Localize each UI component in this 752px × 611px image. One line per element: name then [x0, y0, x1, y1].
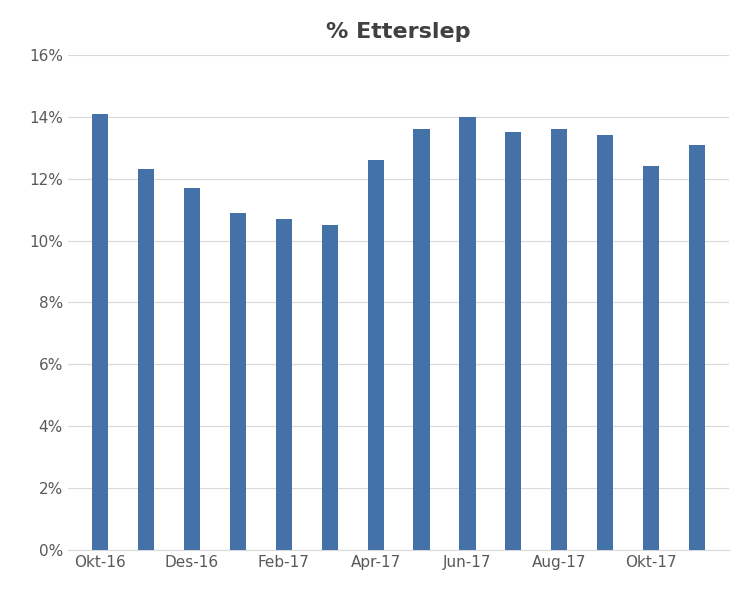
Title: % Etterslep: % Etterslep: [326, 23, 471, 42]
Bar: [597, 136, 614, 550]
Bar: [368, 160, 384, 550]
Bar: [276, 219, 292, 550]
Bar: [138, 169, 154, 550]
Bar: [414, 129, 429, 550]
Bar: [459, 117, 475, 550]
Bar: [505, 133, 521, 550]
Bar: [229, 213, 246, 550]
Bar: [690, 145, 705, 550]
Bar: [322, 225, 338, 550]
Bar: [183, 188, 200, 550]
Bar: [551, 129, 568, 550]
Bar: [92, 114, 108, 550]
Bar: [643, 166, 660, 550]
